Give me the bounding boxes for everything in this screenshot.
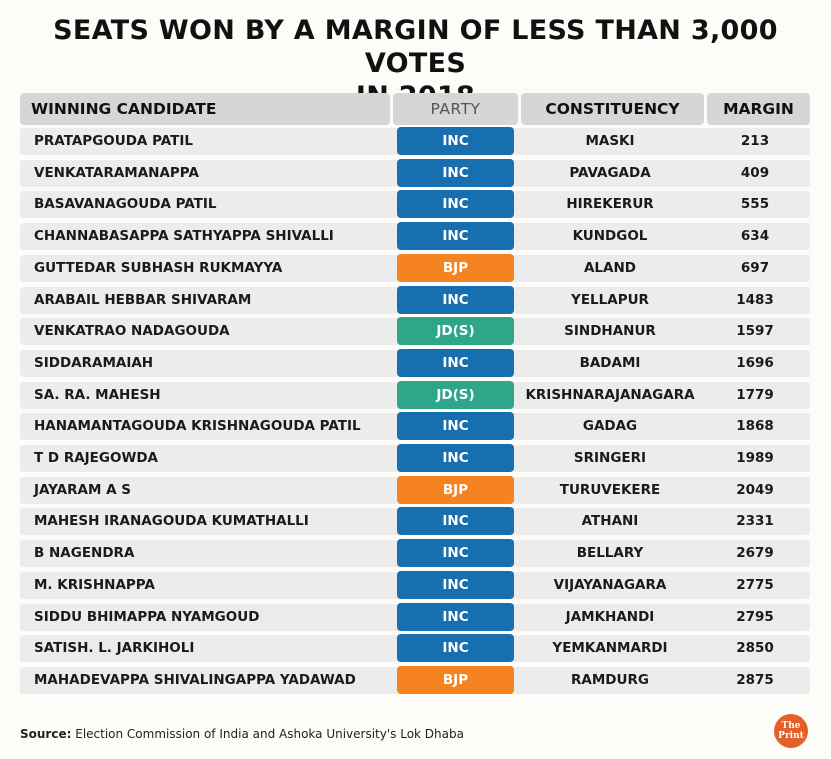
- margin-value: 697: [740, 260, 770, 276]
- logo-text-the: The: [781, 721, 801, 731]
- margin-value: 1989: [736, 450, 774, 466]
- candidate-name: VENKATRAO NADAGOUDA: [34, 323, 230, 339]
- title-line-1: SEATS WON BY A MARGIN OF LESS THAN 3,000…: [53, 15, 778, 79]
- party-badge: JD(S): [397, 317, 514, 345]
- header-constituency: CONSTITUENCY: [521, 93, 704, 125]
- constituency-name: PAVAGADA: [569, 165, 651, 181]
- constituency-name: HIREKERUR: [566, 196, 654, 212]
- source-label: Source:: [20, 727, 72, 741]
- candidate-name: BASAVANAGOUDA PATIL: [34, 196, 217, 212]
- constituency-name: BADAMI: [579, 355, 641, 371]
- margin-value: 2775: [736, 577, 774, 593]
- margin-value: 213: [740, 133, 770, 149]
- constituency-name: RAMDURG: [571, 672, 649, 688]
- candidate-name: MAHADEVAPPA SHIVALINGAPPA YADAWAD: [34, 672, 356, 688]
- party-badge: BJP: [397, 666, 514, 694]
- party-badge: INC: [397, 444, 514, 472]
- party-badge: INC: [397, 634, 514, 662]
- theprint-logo: The Print: [774, 714, 808, 748]
- margin-value: 1483: [736, 292, 774, 308]
- party-badge: BJP: [397, 254, 514, 282]
- constituency-name: GADAG: [582, 418, 638, 434]
- party-badge: BJP: [397, 476, 514, 504]
- candidate-name: SATISH. L. JARKIHOLI: [34, 640, 195, 656]
- party-badge: INC: [397, 539, 514, 567]
- constituency-name: VIJAYANAGARA: [553, 577, 667, 593]
- source-note: Source: Election Commission of India and…: [20, 727, 464, 741]
- candidate-name: SIDDU BHIMAPPA NYAMGOUD: [34, 609, 260, 625]
- party-badge: INC: [397, 603, 514, 631]
- margin-value: 2850: [736, 640, 774, 656]
- margin-value: 2049: [736, 482, 774, 498]
- margin-value: 1696: [736, 355, 774, 371]
- margin-value: 409: [740, 165, 770, 181]
- chart-title: SEATS WON BY A MARGIN OF LESS THAN 3,000…: [0, 14, 831, 113]
- margin-value: 555: [740, 196, 770, 212]
- party-badge: INC: [397, 222, 514, 250]
- logo-text-print: Print: [778, 731, 804, 741]
- constituency-name: TURUVEKERE: [559, 482, 661, 498]
- constituency-name: SINDHANUR: [564, 323, 656, 339]
- party-badge: INC: [397, 507, 514, 535]
- constituency-name: JAMKHANDI: [565, 609, 655, 625]
- constituency-name: ALAND: [583, 260, 636, 276]
- party-badge: INC: [397, 286, 514, 314]
- party-badge: INC: [397, 571, 514, 599]
- candidate-name: SA. RA. MAHESH: [34, 387, 161, 403]
- constituency-name: YELLAPUR: [571, 292, 649, 308]
- candidate-name: PRATAPGOUDA PATIL: [34, 133, 193, 149]
- constituency-name: KRISHNARAJANAGARA: [525, 387, 695, 403]
- margin-value: 2795: [736, 609, 774, 625]
- party-badge: INC: [397, 127, 514, 155]
- header-party: PARTY: [393, 93, 518, 125]
- party-badge: INC: [397, 190, 514, 218]
- party-badge: INC: [397, 412, 514, 440]
- candidate-name: GUTTEDAR SUBHASH RUKMAYYA: [34, 260, 283, 276]
- constituency-name: YEMKANMARDI: [552, 640, 668, 656]
- constituency-name: ATHANI: [581, 513, 639, 529]
- candidate-name: SIDDARAMAIAH: [34, 355, 154, 371]
- margin-value: 634: [740, 228, 770, 244]
- margin-value: 1779: [736, 387, 774, 403]
- constituency-name: KUNDGOL: [572, 228, 648, 244]
- candidate-name: CHANNABASAPPA SATHYAPPA SHIVALLI: [34, 228, 334, 244]
- constituency-name: SRINGERI: [573, 450, 647, 466]
- candidate-name: HANAMANTAGOUDA KRISHNAGOUDA PATIL: [34, 418, 361, 434]
- candidate-name: MAHESH IRANAGOUDA KUMATHALLI: [34, 513, 309, 529]
- margin-value: 1868: [736, 418, 774, 434]
- margin-value: 2331: [736, 513, 774, 529]
- party-badge: INC: [397, 159, 514, 187]
- constituency-name: BELLARY: [576, 545, 644, 561]
- margin-value: 2679: [736, 545, 774, 561]
- party-badge: INC: [397, 349, 514, 377]
- margin-value: 2875: [736, 672, 774, 688]
- candidate-name: T D RAJEGOWDA: [34, 450, 159, 466]
- candidate-name: M. KRISHNAPPA: [34, 577, 155, 593]
- candidate-name: B NAGENDRA: [34, 545, 135, 561]
- candidate-name: ARABAIL HEBBAR SHIVARAM: [34, 292, 252, 308]
- party-badge: JD(S): [397, 381, 514, 409]
- margin-value: 1597: [736, 323, 774, 339]
- candidate-name: VENKATARAMANAPPA: [34, 165, 199, 181]
- header-winning-candidate: WINNING CANDIDATE: [20, 93, 390, 125]
- source-text: Election Commission of India and Ashoka …: [75, 727, 464, 741]
- constituency-name: MASKI: [585, 133, 635, 149]
- header-margin: MARGIN: [707, 93, 810, 125]
- candidate-name: JAYARAM A S: [34, 482, 131, 498]
